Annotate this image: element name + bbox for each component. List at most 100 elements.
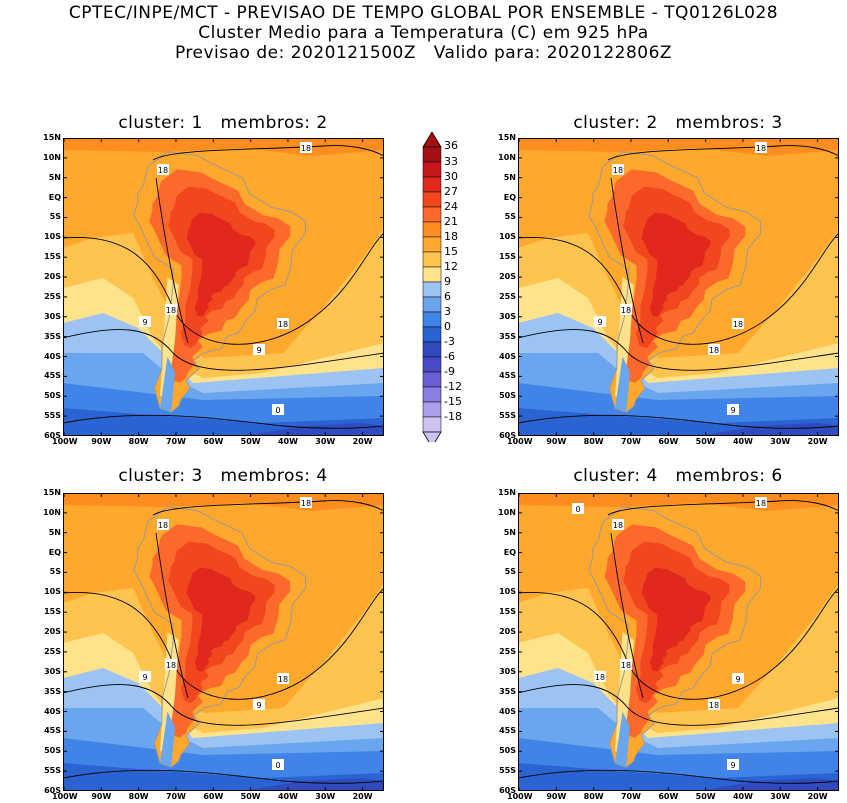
contour-label: 9 — [142, 318, 147, 327]
colorbar-swatch — [422, 161, 442, 178]
colorbar-swatch — [422, 206, 442, 223]
colorbar-swatch — [422, 191, 442, 208]
lat-tick-label: 10N — [498, 152, 516, 162]
contour-label: 18 — [301, 144, 311, 153]
lat-tick-label: 10N — [43, 152, 61, 162]
colorbar-label: 0 — [444, 320, 451, 333]
lat-tick-label: 5N — [48, 172, 61, 182]
lat-tick-label: EQ — [503, 547, 516, 557]
lat-tick-label: 40S — [499, 351, 516, 361]
colorbar-swatch — [422, 416, 442, 433]
lat-tick-label: 45S — [44, 726, 61, 736]
lat-tick-label: 10N — [498, 507, 516, 517]
colorbar — [422, 132, 442, 442]
lon-tick-label: 20W — [352, 792, 373, 801]
lon-tick-label: 70W — [620, 792, 641, 801]
lat-tick-label: EQ — [48, 547, 61, 557]
contour-label: 18 — [166, 306, 176, 315]
colorbar-swatch — [422, 311, 442, 328]
contour-label: 9 — [597, 318, 602, 327]
colorbar-swatch — [422, 326, 442, 343]
colorbar-label: 21 — [444, 215, 458, 228]
lat-tick-label: 15N — [498, 133, 516, 142]
contour-label: 9 — [735, 675, 740, 684]
lat-tick-label: 5S — [504, 567, 516, 577]
lat-tick-label: 60S — [499, 786, 516, 795]
colorbar-label: 12 — [444, 260, 458, 273]
contour-label: 18 — [166, 661, 176, 670]
lat-tick-label: 30S — [499, 666, 516, 676]
colorbar-swatch — [422, 221, 442, 238]
lat-tick-label: 60S — [44, 431, 61, 440]
lat-tick-label: 60S — [499, 431, 516, 440]
lon-tick-label: 30W — [315, 437, 336, 446]
lat-tick-label: 20S — [44, 272, 61, 282]
contour-label: 18 — [301, 499, 311, 508]
lon-tick-label: 90W — [546, 792, 567, 801]
lon-tick-label: 20W — [352, 437, 373, 446]
colorbar-swatch — [422, 401, 442, 418]
lat-tick-label: 10S — [499, 587, 516, 597]
lon-tick-label: 70W — [620, 437, 641, 446]
lon-tick-label: 60W — [203, 792, 224, 801]
lat-tick-label: 55S — [44, 766, 61, 776]
lon-tick-label: 50W — [240, 792, 261, 801]
colorbar-label: 3 — [444, 305, 451, 318]
lon-tick-label: 80W — [583, 437, 604, 446]
lat-tick-label: 10N — [43, 507, 61, 517]
colorbar-swatch — [422, 386, 442, 403]
panel-4-title: cluster: 4 membros: 6 — [573, 466, 783, 486]
lon-tick-label: 90W — [546, 437, 567, 446]
lat-tick-label: 45S — [44, 371, 61, 381]
contour-label: 18 — [756, 144, 766, 153]
lat-tick-label: 15S — [499, 607, 516, 617]
lon-tick-label: 100W — [507, 792, 533, 801]
colorbar-swatch — [422, 281, 442, 298]
lon-tick-label: 40W — [277, 437, 298, 446]
lon-tick-label: 90W — [91, 437, 112, 446]
lat-tick-label: 50S — [44, 746, 61, 756]
colorbar-label: -9 — [444, 365, 455, 378]
lat-tick-label: 55S — [44, 411, 61, 421]
contour-label: 0 — [275, 761, 280, 770]
lon-tick-label: 50W — [695, 792, 716, 801]
lon-tick-label: 90W — [91, 792, 112, 801]
contour-label: 0 — [275, 406, 280, 415]
contour-label: 9 — [142, 673, 147, 682]
contour-label: 18 — [733, 320, 743, 329]
lat-tick-label: 10S — [44, 232, 61, 242]
contour-label: 18 — [278, 675, 288, 684]
contour-label: 18 — [709, 701, 719, 710]
lon-tick-label: 20W — [807, 792, 828, 801]
colorbar-label: 18 — [444, 230, 458, 243]
lat-tick-label: 15N — [43, 488, 61, 497]
lat-tick-label: EQ — [48, 192, 61, 202]
contour-label: 18 — [278, 320, 288, 329]
colorbar-label: 6 — [444, 290, 451, 303]
lon-tick-label: 40W — [732, 792, 753, 801]
contour-label: 18 — [158, 521, 168, 530]
lat-tick-label: 5S — [49, 212, 61, 222]
colorbar-label: 9 — [444, 275, 451, 288]
colorbar-label: 36 — [444, 139, 458, 152]
lon-tick-label: 100W — [507, 437, 533, 446]
lon-tick-label: 80W — [128, 792, 149, 801]
panel-3-map: 18 18 18 9 18 9 0 — [63, 493, 384, 791]
lat-tick-label: 55S — [499, 766, 516, 776]
colorbar-label: 27 — [444, 185, 458, 198]
lat-tick-label: 50S — [44, 391, 61, 401]
lat-tick-label: 30S — [44, 666, 61, 676]
lon-tick-label: 80W — [583, 792, 604, 801]
lat-tick-label: 10S — [44, 587, 61, 597]
lat-tick-label: 35S — [44, 686, 61, 696]
lon-tick-label: 100W — [52, 437, 78, 446]
colorbar-swatch — [422, 176, 442, 193]
lat-tick-label: 35S — [499, 686, 516, 696]
lat-tick-label: 15N — [43, 133, 61, 142]
lat-tick-label: 20S — [499, 627, 516, 637]
lat-tick-label: 25S — [44, 291, 61, 301]
lat-tick-label: 5N — [503, 172, 516, 182]
colorbar-swatch — [422, 341, 442, 358]
lon-tick-label: 50W — [695, 437, 716, 446]
contour-label: 18 — [613, 521, 623, 530]
